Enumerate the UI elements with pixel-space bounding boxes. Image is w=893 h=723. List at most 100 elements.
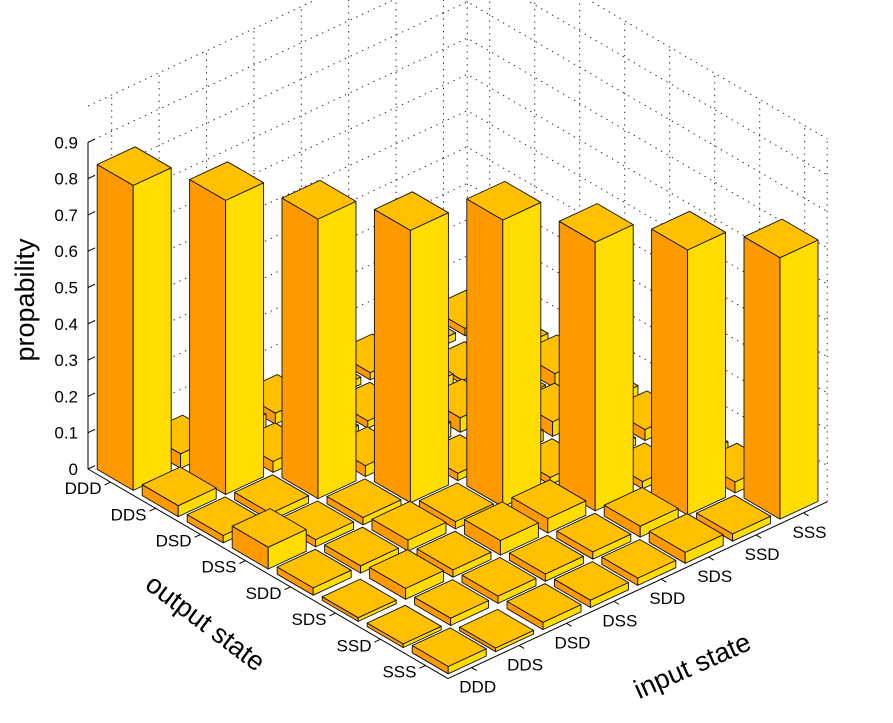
x-axis-line — [447, 501, 828, 680]
z-tick-mark — [87, 392, 96, 397]
bar-face-top — [411, 627, 487, 667]
x-tick-mark — [613, 600, 620, 605]
axes — [87, 138, 828, 680]
bar-face-top — [601, 539, 677, 579]
z-tick-mark — [87, 428, 96, 434]
x-tick-label: DDD — [459, 678, 496, 697]
y-tick-label: DSS — [202, 558, 237, 577]
y-tick-label: DDS — [111, 505, 147, 524]
bar — [648, 513, 724, 564]
y-tick-mark — [284, 586, 291, 591]
bar — [189, 161, 265, 495]
bar — [369, 549, 445, 600]
bar-face-left — [651, 228, 689, 516]
z-tick-label: 0.1 — [54, 424, 78, 443]
bar-face-top — [696, 494, 772, 535]
grid-line — [87, 0, 317, 107]
y-tick-mark — [149, 507, 156, 512]
bar-face-left — [373, 209, 411, 504]
z-tick-label: 0.2 — [54, 387, 78, 406]
y-tick-label: SDD — [246, 584, 282, 603]
bar — [276, 548, 352, 596]
x-tick-mark — [566, 622, 572, 627]
y-tick-label: SSS — [382, 663, 416, 682]
z-tick-label: 0 — [69, 460, 78, 479]
bar-face-top — [648, 513, 724, 553]
bar — [696, 494, 772, 542]
y-tick-label: DDD — [65, 479, 102, 498]
z-tick-mark — [87, 211, 96, 216]
z-tick-label: 0.4 — [54, 315, 78, 334]
bar-face-top — [371, 500, 447, 541]
z-tick-label: 0.3 — [54, 351, 78, 370]
bar-face-top — [281, 179, 357, 220]
bar-face-right — [779, 239, 819, 520]
z-tick-mark — [87, 283, 96, 288]
bar — [463, 501, 539, 556]
z-tick-mark — [87, 174, 96, 180]
grid-line — [87, 0, 828, 176]
bar — [411, 627, 487, 675]
x-tick-label: DSS — [602, 611, 637, 630]
bar-face-top — [603, 487, 679, 527]
y-tick-mark — [419, 665, 426, 669]
z-tick-label: 0.9 — [54, 133, 78, 152]
bar — [466, 180, 542, 508]
bar-face-left — [466, 198, 504, 508]
bar-face-left — [743, 236, 781, 520]
bar-face-left — [96, 164, 134, 491]
x-tick-label: DDS — [507, 655, 543, 674]
bar-face-top — [373, 191, 449, 231]
x-tick-label: SSS — [792, 523, 826, 542]
bar-face-top — [743, 218, 819, 259]
bar-face-top — [651, 210, 727, 251]
bar-face-top — [553, 561, 629, 601]
bar-face-top — [466, 180, 542, 221]
x-tick-mark — [518, 645, 525, 649]
z-tick-mark — [87, 138, 96, 143]
bar-face-right — [594, 224, 634, 512]
y-tick-mark — [104, 481, 111, 486]
bar-face-top — [189, 161, 265, 201]
x-tick-label: SDS — [697, 567, 732, 586]
bar-face-top — [96, 146, 172, 186]
x-tick-mark — [755, 534, 762, 539]
y-tick-mark — [329, 612, 336, 617]
x-tick-mark — [471, 667, 477, 671]
bar — [96, 146, 172, 491]
z-tick-label: 0.6 — [54, 242, 78, 261]
bars — [96, 146, 819, 675]
bar-face-top — [463, 501, 539, 541]
z-tick-mark — [87, 320, 96, 325]
bar — [743, 218, 819, 520]
bar — [373, 191, 449, 504]
bar — [141, 466, 217, 518]
bar-face-top — [461, 557, 537, 597]
bar-face-top — [231, 508, 307, 548]
bar-face-left — [281, 197, 319, 500]
bar-face-right — [317, 200, 357, 500]
tick-labels: 0 0.1 0.2 0.3 0.4 0.5 0.6 0.7 0.8 0.9 DDD DDS DSD DSS… — [54, 133, 826, 696]
bar-face-top — [369, 549, 445, 589]
z-tick-label: 0.7 — [54, 206, 78, 225]
bar-face-top — [326, 478, 402, 518]
x-tick-mark — [708, 556, 714, 561]
bar-face-top — [141, 466, 217, 507]
z-tick-label: 0.8 — [54, 170, 78, 189]
bar — [234, 474, 310, 522]
bar-face-right — [409, 212, 449, 504]
bar — [371, 500, 447, 552]
grid-line — [587, 0, 828, 140]
bar-face-right — [225, 182, 265, 495]
z-tick-mark — [87, 356, 96, 361]
bar — [553, 561, 629, 608]
z-tick-mark — [87, 465, 96, 470]
y-tick-mark — [194, 534, 201, 538]
bar — [601, 539, 677, 586]
x-tick-label: SDD — [649, 589, 685, 608]
bar-face-top — [321, 578, 397, 619]
bar-face-top — [506, 583, 582, 623]
x-tick-mark — [803, 512, 809, 517]
bar-face-right — [132, 167, 172, 491]
y-tick-label: SDS — [292, 610, 327, 629]
